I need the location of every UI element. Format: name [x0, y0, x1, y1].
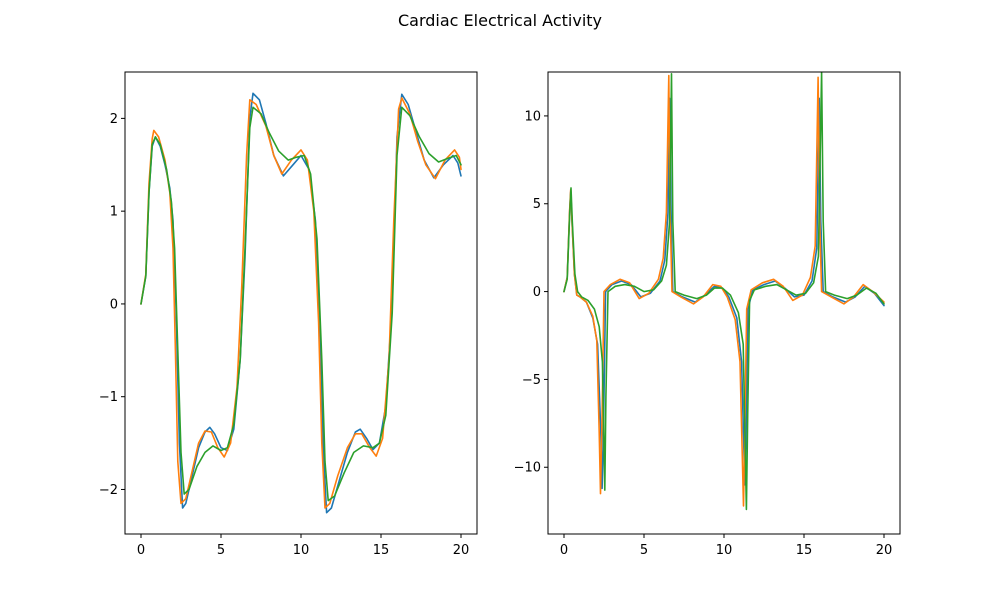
x-tick-label: 15 [796, 543, 813, 558]
series-line-2 [140, 97, 462, 509]
y-tick-label: 2 [110, 112, 118, 127]
y-tick-label: 10 [524, 109, 541, 124]
x-tick-label: 10 [293, 543, 310, 558]
x-tick-label: 20 [453, 543, 470, 558]
y-tick-label: 1 [110, 205, 118, 220]
y-tick-label: 0 [110, 297, 118, 312]
figure-title: Cardiac Electrical Activity [398, 11, 602, 30]
x-tick-label: 5 [640, 543, 648, 558]
left-subplot: 0 5 10 15 20 −2 −1 0 1 2 [99, 71, 478, 558]
x-tick-label: 5 [217, 543, 225, 558]
series-line-2 [563, 74, 885, 507]
y-tick-label: −10 [514, 461, 541, 476]
right-subplot: 0 5 10 15 20 −10 −5 0 5 10 [514, 71, 901, 558]
series-line-3 [140, 106, 462, 502]
series-line-3 [563, 72, 885, 511]
y-tick-label: −2 [99, 483, 118, 498]
series-group [140, 92, 462, 514]
y-tick-label: 0 [533, 285, 541, 300]
x-tick-label: 15 [373, 543, 390, 558]
y-tick-label: −1 [99, 390, 118, 405]
x-tick-label: 20 [876, 543, 893, 558]
x-tick-label: 0 [137, 543, 145, 558]
y-tick-label: −5 [522, 373, 541, 388]
series-group [563, 72, 885, 511]
x-tick-label: 0 [560, 543, 568, 558]
y-tick-label: 5 [533, 197, 541, 212]
x-tick-label: 10 [716, 543, 733, 558]
